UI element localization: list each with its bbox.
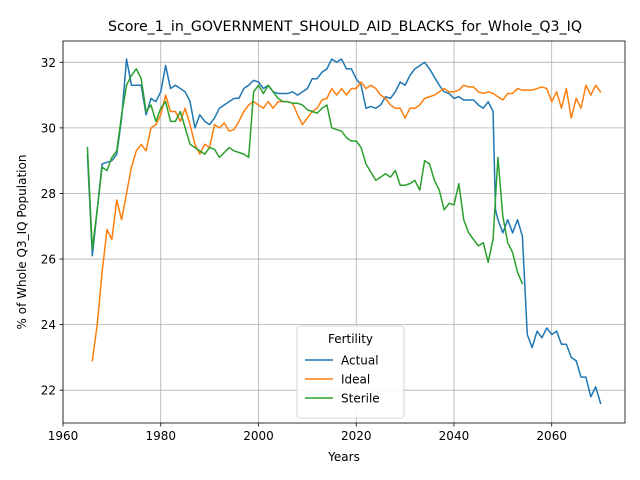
y-tick-label: 30 — [41, 121, 56, 135]
legend-entries: Actual Ideal Sterile — [305, 354, 380, 406]
series-line-sterile — [86, 68, 524, 285]
y-tick-label: 22 — [41, 384, 56, 398]
y-tick-label: 24 — [41, 318, 56, 332]
y-tick-label: 26 — [41, 253, 56, 267]
x-tick-label: 1980 — [145, 429, 176, 443]
y-tick-label: 28 — [41, 187, 56, 201]
series-line-ideal — [91, 81, 602, 362]
legend: Fertility Actual Ideal Sterile — [296, 325, 405, 419]
x-tick-label: 2020 — [341, 429, 372, 443]
y-tick-label: 32 — [41, 56, 56, 70]
x-axis-label: Years — [327, 450, 360, 464]
chart-title: Score_1_in_GOVERNMENT_SHOULD_AID_BLACKS_… — [108, 19, 582, 35]
x-tick-label: 1960 — [48, 429, 79, 443]
x-tick-label: 2040 — [439, 429, 470, 443]
y-axis: 22 24 26 28 30 32 — [41, 56, 63, 398]
series-lines — [86, 58, 602, 405]
plot-frame — [62, 40, 626, 424]
legend-label-sterile: Sterile — [341, 392, 380, 406]
series-line-actual — [86, 58, 602, 405]
legend-title: Fertility — [328, 332, 373, 346]
legend-label-actual: Actual — [341, 354, 379, 368]
y-axis-label: % of Whole Q3_IQ Population — [15, 155, 29, 330]
x-tick-label: 2000 — [243, 429, 274, 443]
x-axis: 1960 1980 2000 2020 2040 2060 — [48, 423, 567, 443]
legend-label-ideal: Ideal — [341, 373, 370, 387]
legend-box — [296, 325, 405, 419]
x-tick-label: 2060 — [536, 429, 567, 443]
